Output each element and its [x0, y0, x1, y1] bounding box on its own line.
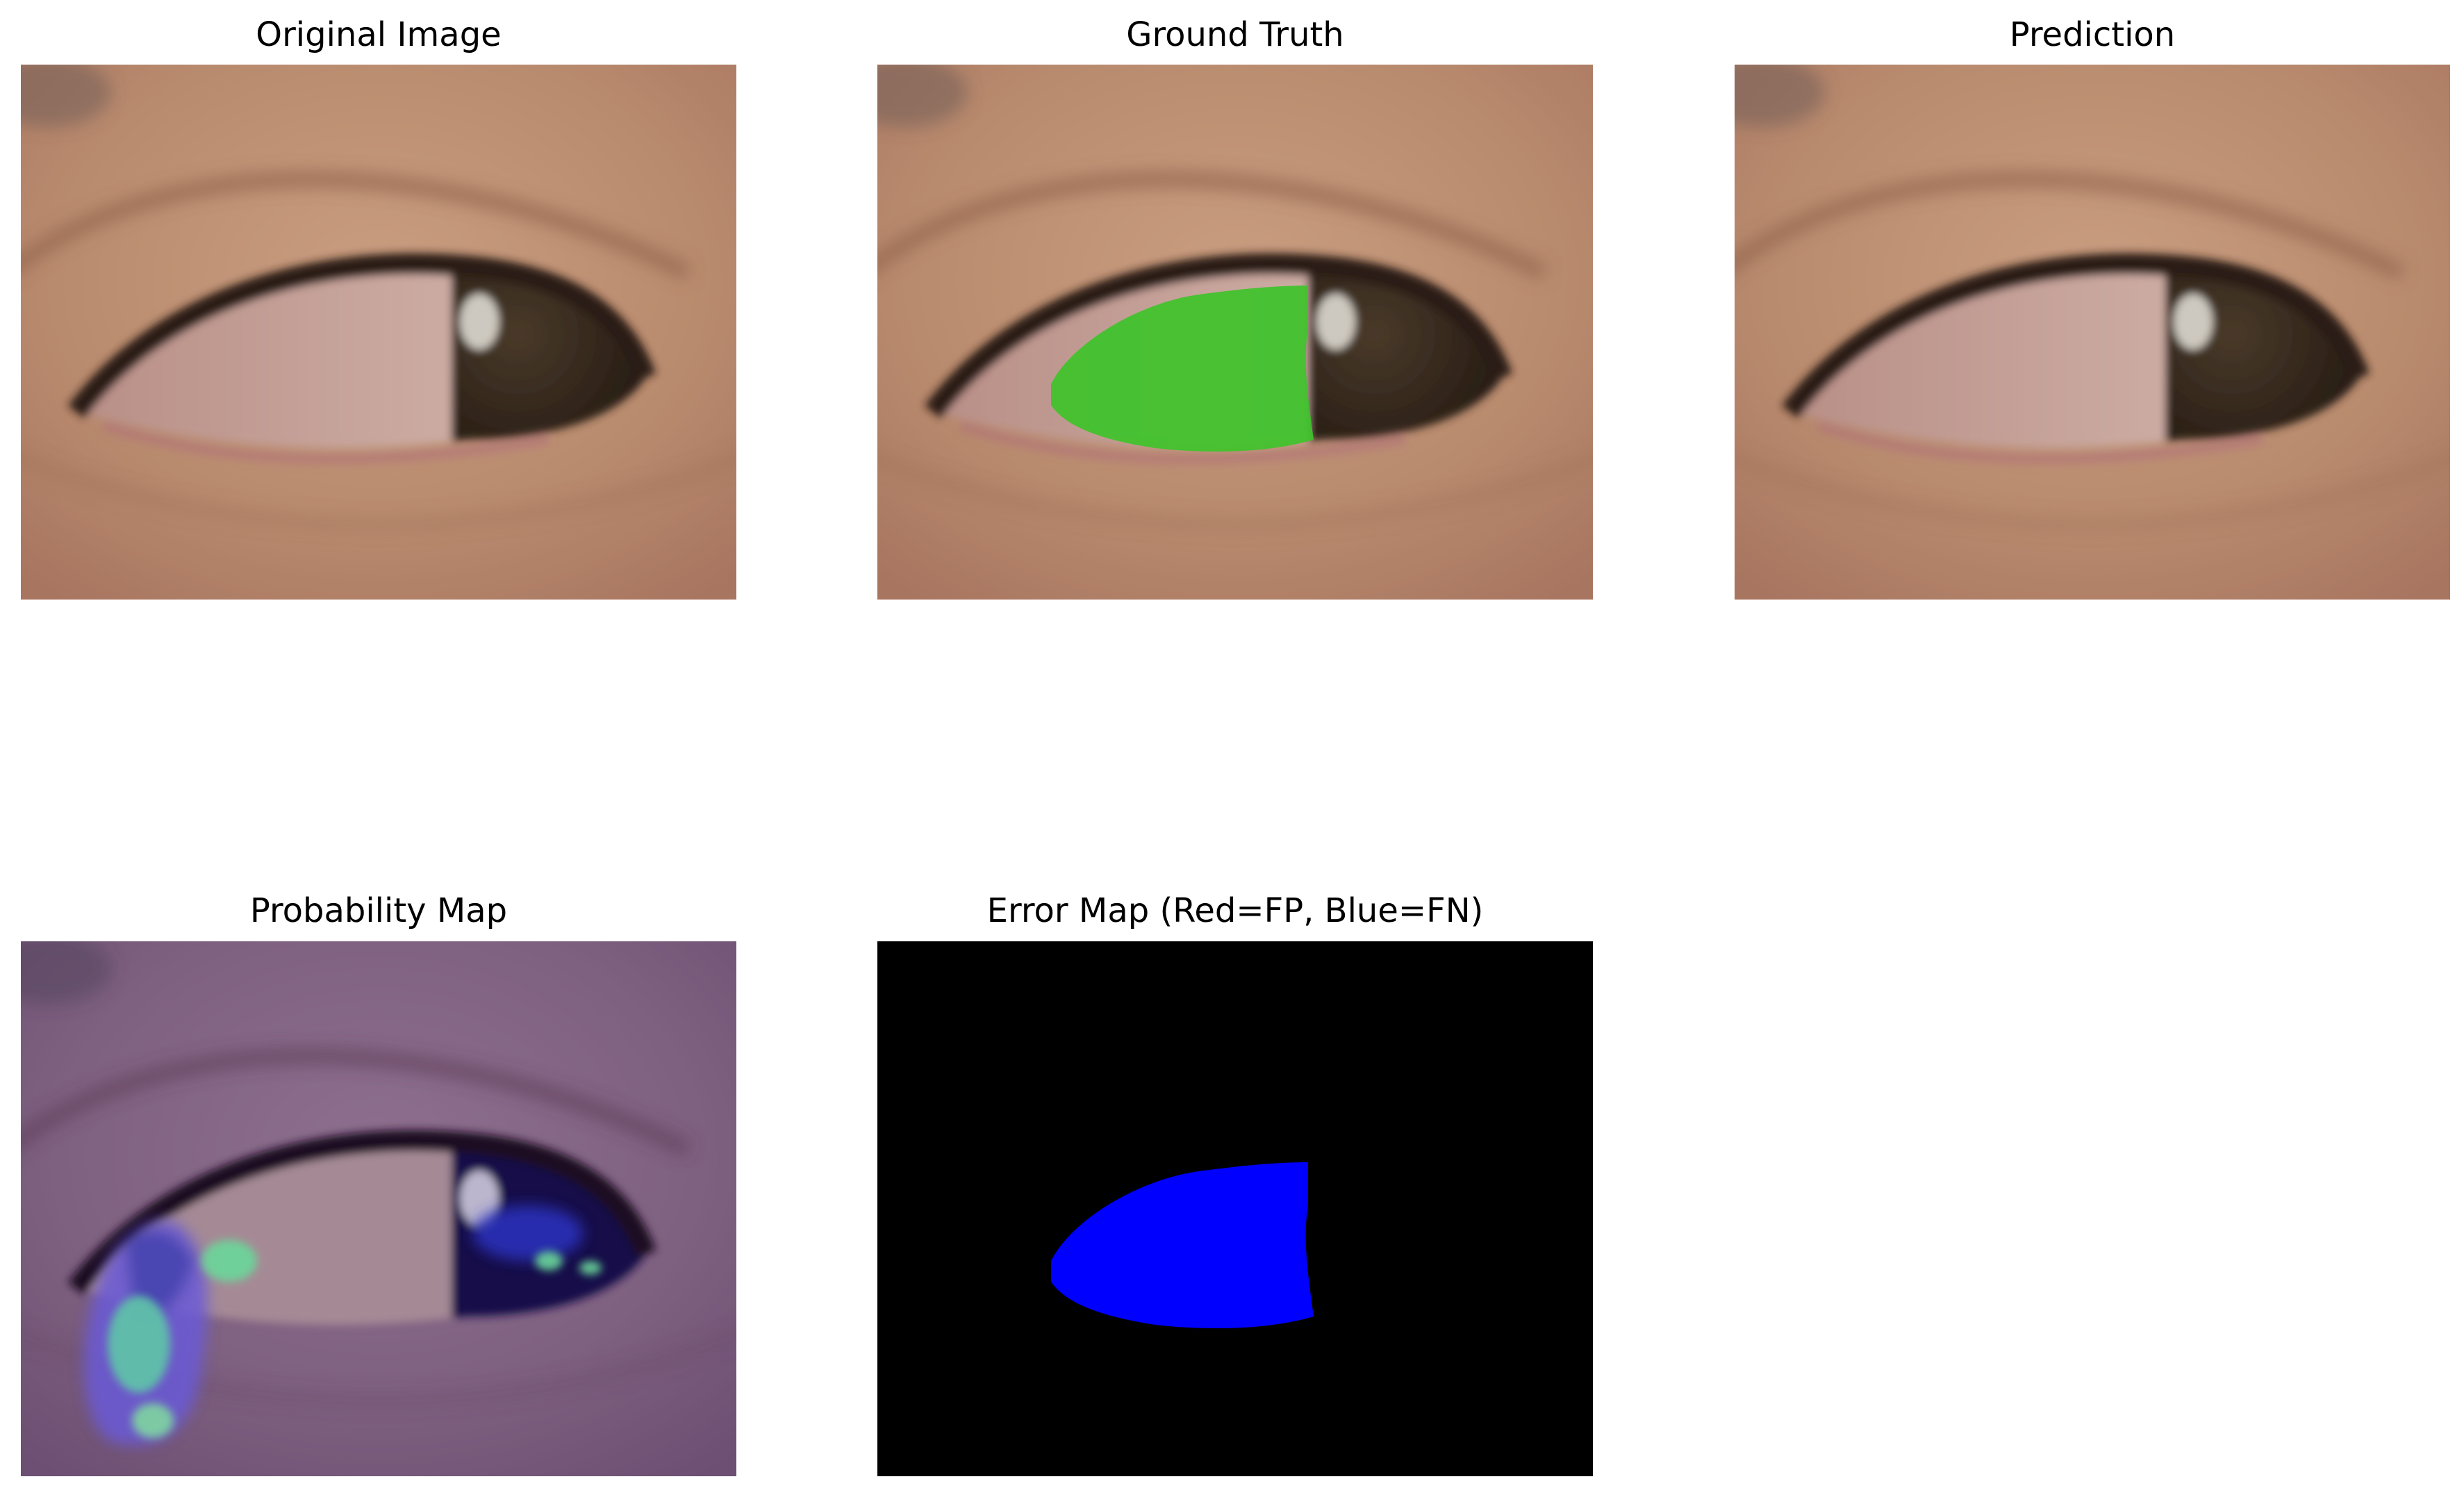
error-map-image	[877, 941, 1593, 1476]
prediction-image	[1735, 65, 2450, 600]
probability-hotspots	[108, 1240, 602, 1438]
panel-title-ground-truth: Ground Truth	[1126, 15, 1344, 54]
panel-title-original: Original Image	[256, 15, 502, 54]
panel-title-error: Error Map (Red=FP, Blue=FN)	[986, 891, 1484, 930]
panel-title-prediction: Prediction	[2009, 15, 2176, 54]
panel-title-probability: Probability Map	[249, 891, 508, 930]
original-image	[21, 65, 736, 600]
ground-truth-image	[877, 65, 1593, 600]
probability-map-image	[21, 941, 736, 1476]
